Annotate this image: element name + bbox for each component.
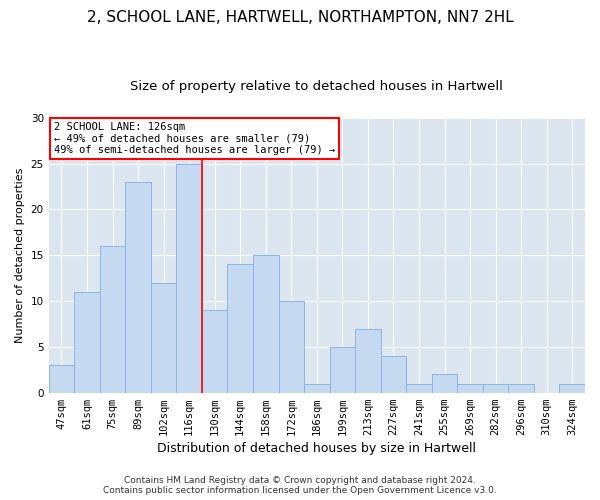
Bar: [406, 384, 432, 392]
Bar: [559, 384, 585, 392]
X-axis label: Distribution of detached houses by size in Hartwell: Distribution of detached houses by size …: [157, 442, 476, 455]
Text: 2, SCHOOL LANE, HARTWELL, NORTHAMPTON, NN7 2HL: 2, SCHOOL LANE, HARTWELL, NORTHAMPTON, N…: [86, 10, 514, 25]
Bar: [508, 384, 534, 392]
Bar: [176, 164, 202, 392]
Y-axis label: Number of detached properties: Number of detached properties: [15, 168, 25, 343]
Bar: [355, 328, 380, 392]
Text: 2 SCHOOL LANE: 126sqm
← 49% of detached houses are smaller (79)
49% of semi-deta: 2 SCHOOL LANE: 126sqm ← 49% of detached …: [54, 122, 335, 155]
Text: Contains HM Land Registry data © Crown copyright and database right 2024.
Contai: Contains HM Land Registry data © Crown c…: [103, 476, 497, 495]
Bar: [278, 301, 304, 392]
Bar: [253, 255, 278, 392]
Bar: [380, 356, 406, 393]
Bar: [100, 246, 125, 392]
Bar: [304, 384, 329, 392]
Bar: [432, 374, 457, 392]
Bar: [151, 282, 176, 393]
Bar: [329, 347, 355, 393]
Bar: [125, 182, 151, 392]
Bar: [49, 365, 74, 392]
Bar: [74, 292, 100, 392]
Bar: [202, 310, 227, 392]
Title: Size of property relative to detached houses in Hartwell: Size of property relative to detached ho…: [130, 80, 503, 93]
Bar: [483, 384, 508, 392]
Bar: [227, 264, 253, 392]
Bar: [457, 384, 483, 392]
